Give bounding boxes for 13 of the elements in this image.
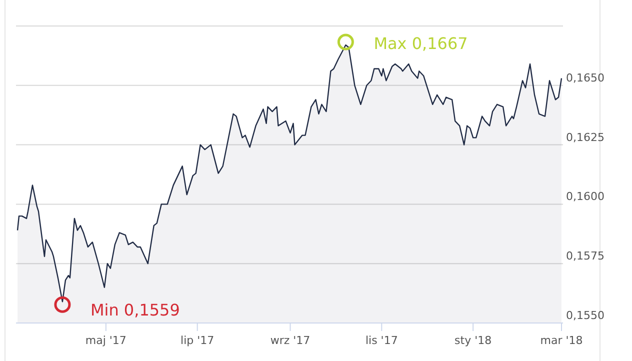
y-tick-label: 0,1625 bbox=[566, 130, 604, 144]
y-tick-label: 0,1650 bbox=[566, 71, 604, 84]
y-tick-label: 0,1575 bbox=[566, 250, 604, 263]
x-tick-label: wrz '17 bbox=[270, 334, 310, 347]
annotation: Min 0,1559 bbox=[90, 300, 180, 320]
annotation: Max 0,1667 bbox=[374, 34, 468, 54]
x-tick-label: mar '18 bbox=[540, 334, 583, 347]
y-tick-label: 0,1600 bbox=[566, 190, 604, 204]
x-tick-label: lis '17 bbox=[365, 334, 398, 347]
x-tick-label: sty '18 bbox=[454, 334, 492, 347]
x-tick-label: lip '17 bbox=[180, 334, 214, 347]
y-tick-label: 0,1550 bbox=[566, 309, 604, 322]
x-tick-label: maj '17 bbox=[85, 334, 126, 347]
